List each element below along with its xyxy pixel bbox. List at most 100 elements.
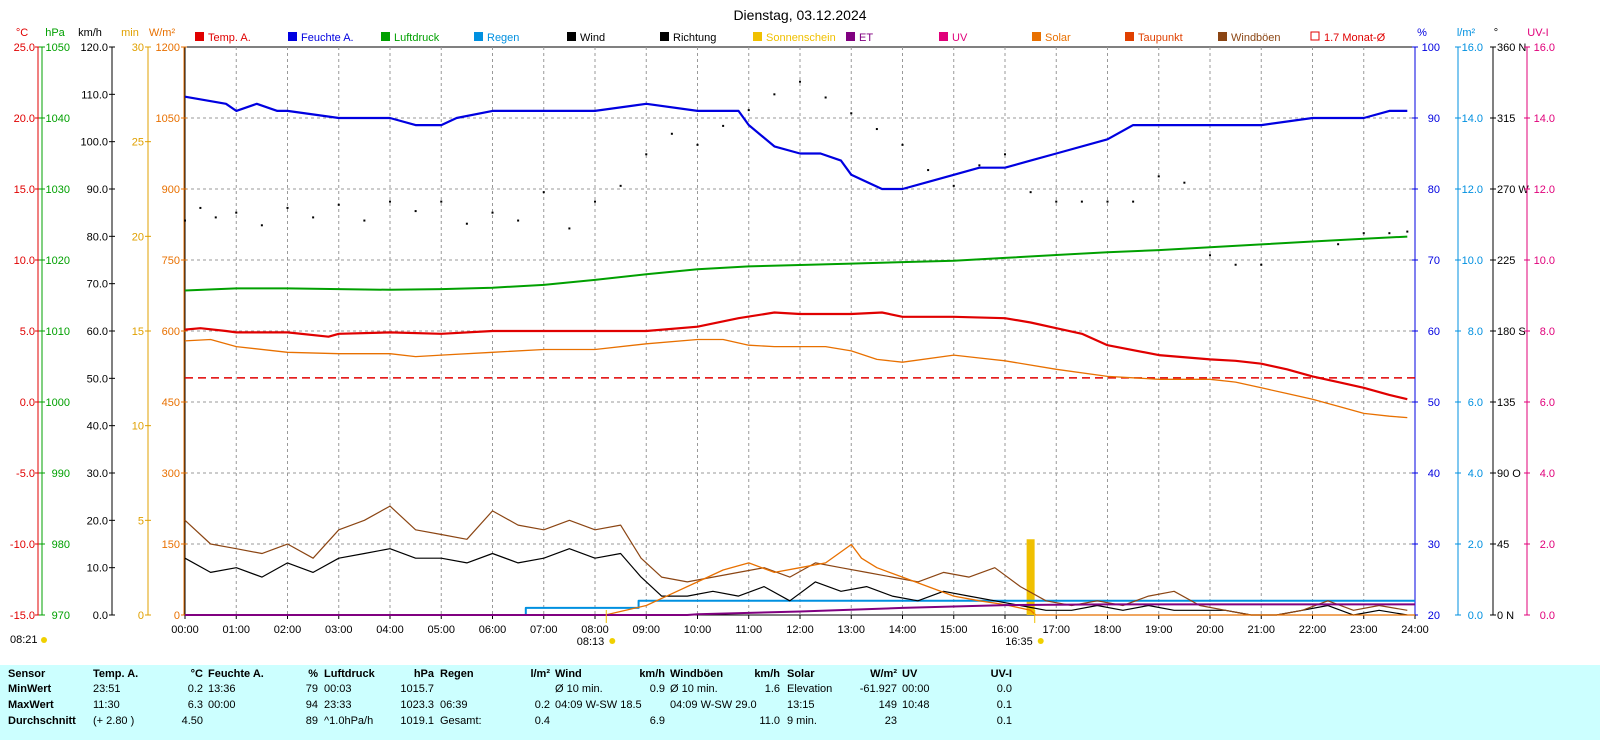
direction-tick-label: 315 [1497,113,1515,125]
table-cell-value: 0.1 [996,699,1012,711]
legend-swatch [1218,32,1227,41]
humidity-tick-label: 80 [1428,184,1440,196]
x-tick-label: 18:00 [1094,624,1122,636]
wind-tick-label: 100.0 [80,137,108,149]
table-group-name: Wind [555,668,582,680]
x-tick-label: 09:00 [632,624,660,636]
minutes-tick-label: 25 [132,137,144,149]
legend-label: Taupunkt [1138,32,1183,44]
legend-label: ET [859,32,873,44]
series-richtung-point [1106,200,1109,203]
table-group-unit: hPa [413,668,434,680]
wind-tick-label: 90.0 [87,184,108,196]
x-tick-label: 01:00 [222,624,250,636]
series-richtung-point [670,132,673,135]
wind-tick-label: 50.0 [87,373,108,385]
legend-swatch [567,32,576,41]
series-feuchte-a--line [184,95,1408,191]
table-cell-value: 94 [305,699,318,711]
series-richtung-point [1362,232,1365,235]
minutes-tick-label: 30 [132,42,144,54]
table-group-name: Luftdruck [324,668,375,680]
x-tick-label: 20:00 [1196,624,1224,636]
legend-swatch [288,32,297,41]
pressure-tick-label: 1040 [46,113,70,125]
legend-label: Wind [580,32,605,44]
series-richtung-point [952,184,955,187]
series-richtung-point [184,219,186,222]
table-cell-label: ^1.0hPa/h [324,715,374,727]
legend-swatch [195,32,204,41]
sun-icon [609,638,616,644]
x-tick-label: 02:00 [274,624,302,636]
x-tick-label: 17:00 [1042,624,1070,636]
series-richtung-point [199,206,202,209]
table-row-label: Sensor [8,668,46,680]
humidity-unit: % [1417,27,1427,39]
uv-tick-label: 16.0 [1534,42,1555,54]
series-richtung-point [594,200,596,203]
temp-tick-label: 15.0 [14,184,35,196]
table-cell-value: 23 [884,715,897,727]
table-group-unit: l/m² [530,668,550,680]
wind-tick-label: 30.0 [87,468,108,480]
wind-tick-label: 40.0 [87,421,108,433]
legend-label: 1.7 Monat-Ø [1324,32,1386,44]
table-cell-label: 04:09 W-SW 18.5 [555,699,642,711]
table-cell-value: 89 [305,715,318,727]
x-tick-label: 06:00 [479,624,507,636]
plot-area [184,80,1415,616]
direction-unit: ° [1494,27,1498,39]
direction-tick-label: 180 S [1497,326,1526,338]
series-luftdruck-line [184,235,1408,292]
sunrise-time: 08:13 [577,636,605,648]
temp-tick-label: -15.0 [10,610,35,622]
uv-tick-label: 2.0 [1540,539,1555,551]
series-richtung-point [517,219,520,222]
pressure-tick-label: 1030 [46,184,70,196]
rain-unit: l/m² [1457,27,1476,39]
table-cell-label: Ø 10 min. [555,683,603,695]
table-group-unit: km/h [639,668,665,680]
grid [184,46,1416,616]
legend-label: Richtung [673,32,716,44]
wind-tick-label: 120.0 [80,42,108,54]
pressure-unit: hPa [45,27,65,39]
series-richtung-point [824,96,827,99]
table-group-name: UV [902,668,918,680]
table-cell-value: 4.50 [181,715,203,727]
series-richtung-point [619,184,622,187]
temp-tick-label: -10.0 [10,539,35,551]
table-group-unit: km/h [754,668,780,680]
legend-swatch [939,32,948,41]
humidity-tick-label: 50 [1428,397,1440,409]
series-richtung-point [440,200,443,203]
table-cell-label: 23:33 [324,699,352,711]
series-richtung-point [722,124,725,127]
direction-tick-label: 45 [1497,539,1509,551]
table-cell-value: 6.3 [187,699,203,711]
sun-icon [1037,638,1044,644]
x-tick-label: 14:00 [889,624,917,636]
series-richtung-point [1183,181,1186,184]
table-cell-value: 0.2 [187,683,203,695]
legend-label: Feuchte A. [301,32,354,44]
series-richtung-point [1132,200,1135,203]
legend-swatch [846,32,855,41]
sunset-time: 16:35 [1005,636,1033,648]
pressure-tick-label: 1010 [46,326,70,338]
table-cell-label: 10:48 [902,699,930,711]
pressure-tick-label: 980 [52,539,70,551]
legend: Temp. A. Feuchte A. Luftdruck Regen Wind Rich… [195,31,1386,44]
series-richtung-point [568,227,571,230]
table-cell-value: 1015.7 [400,683,434,695]
solar-tick-label: 300 [162,468,180,480]
humidity-tick-label: 30 [1428,539,1440,551]
table-cell-label: Elevation [787,683,833,695]
legend-swatch [1032,32,1041,41]
series-richtung-point [389,200,391,203]
minutes-tick-label: 10 [132,421,144,433]
wind-tick-label: 10.0 [87,563,108,575]
table-group-unit: % [308,668,318,680]
series-richtung-point [747,109,750,112]
